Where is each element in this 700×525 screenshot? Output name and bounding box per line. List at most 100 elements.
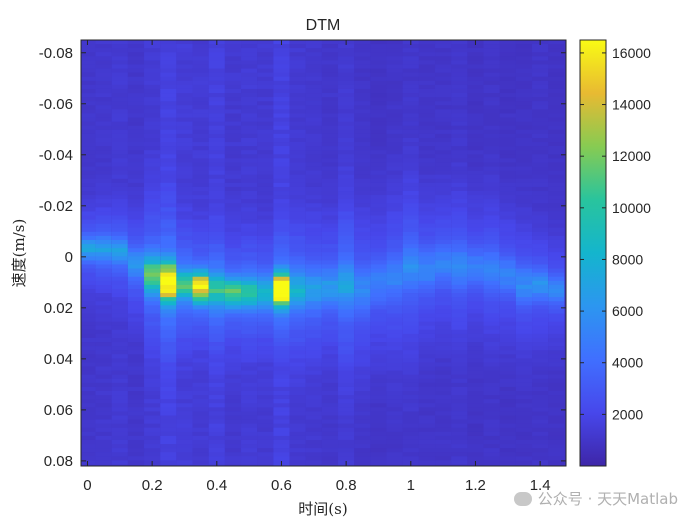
heatmap-cell	[418, 252, 436, 257]
heatmap-cell	[95, 154, 112, 159]
heatmap-cell	[338, 129, 355, 135]
heatmap-cell	[354, 325, 371, 331]
heatmap-cell	[370, 48, 387, 53]
heatmap-cell	[338, 386, 355, 392]
heatmap-cell	[81, 154, 96, 159]
heatmap-cell	[499, 301, 516, 306]
heatmap-cell	[548, 395, 565, 400]
heatmap-cell	[127, 464, 145, 467]
heatmap-cell	[435, 146, 452, 151]
heatmap-cell	[499, 272, 516, 278]
heatmap-cell	[338, 378, 355, 384]
heatmap-cell	[370, 464, 387, 467]
heatmap-cell	[435, 297, 452, 302]
heatmap-cell	[532, 456, 549, 461]
heatmap-cell	[386, 264, 403, 269]
x-tick-label: 0.6	[271, 477, 292, 494]
heatmap-cell	[273, 448, 290, 453]
heatmap-cell	[386, 162, 403, 167]
heatmap-cell	[160, 195, 177, 200]
heatmap-cell	[402, 137, 419, 143]
heatmap-cell	[321, 162, 339, 167]
heatmap-cell	[386, 407, 403, 412]
heatmap-cell	[257, 391, 274, 396]
heatmap-cell	[257, 88, 274, 94]
heatmap-cell	[515, 93, 533, 98]
heatmap-cell	[354, 399, 371, 404]
heatmap-cell	[160, 452, 177, 457]
heatmap-cell	[111, 280, 128, 286]
heatmap-cell	[467, 297, 484, 302]
heatmap-cell	[435, 133, 452, 139]
heatmap-cell	[127, 346, 145, 351]
heatmap-cell	[451, 288, 468, 294]
heatmap-cell	[418, 56, 436, 61]
heatmap-cell	[95, 423, 112, 429]
heatmap-cell	[273, 121, 290, 127]
heatmap-cell	[111, 150, 128, 155]
heatmap-cell	[81, 129, 96, 135]
heatmap-cell	[208, 137, 225, 143]
heatmap-cell	[224, 109, 242, 114]
heatmap-cell	[95, 207, 112, 212]
heatmap-cell	[548, 64, 565, 69]
heatmap-cell	[127, 133, 145, 139]
heatmap-cell	[176, 268, 193, 274]
heatmap-cell	[176, 276, 193, 282]
heatmap-cell	[257, 182, 274, 188]
heatmap-cell	[224, 284, 242, 290]
heatmap-cell	[483, 386, 500, 392]
heatmap-cell	[548, 407, 565, 412]
heatmap-cell	[273, 195, 290, 200]
heatmap-cell	[241, 44, 258, 49]
heatmap-cell	[111, 191, 128, 196]
heatmap-cell	[160, 342, 177, 347]
heatmap-cell	[289, 60, 306, 65]
heatmap-cell	[483, 321, 500, 327]
heatmap-cell	[144, 391, 161, 396]
colorbar-tick-label: 2000	[612, 406, 643, 422]
heatmap-cell	[160, 215, 177, 220]
heatmap-cell	[321, 321, 339, 327]
heatmap-cell	[354, 150, 371, 155]
heatmap-cell	[532, 109, 549, 114]
heatmap-cell	[467, 256, 484, 261]
heatmap-cell	[321, 325, 339, 331]
heatmap-cell	[208, 325, 225, 331]
heatmap-cell	[354, 252, 371, 257]
heatmap-cell	[435, 109, 452, 114]
heatmap-cell	[81, 301, 96, 306]
heatmap-cell	[273, 317, 290, 323]
heatmap-cell	[95, 382, 112, 388]
heatmap-cell	[127, 309, 145, 314]
heatmap-cell	[81, 215, 96, 220]
heatmap-cell	[95, 76, 112, 82]
heatmap-cell	[402, 378, 419, 384]
heatmap-cell	[321, 358, 339, 363]
heatmap-cell	[111, 305, 128, 310]
heatmap-cell	[515, 142, 533, 147]
heatmap-cell	[192, 268, 209, 274]
heatmap-cell	[548, 444, 565, 449]
heatmap-cell	[499, 93, 516, 98]
heatmap-cell	[176, 150, 193, 155]
heatmap-cell	[273, 395, 290, 400]
heatmap-cell	[273, 129, 290, 135]
heatmap-cell	[386, 182, 403, 188]
heatmap-cell	[144, 231, 161, 237]
heatmap-cell	[208, 346, 225, 351]
heatmap-cell	[467, 337, 484, 343]
heatmap-cell	[451, 223, 468, 229]
heatmap-cell	[289, 154, 306, 159]
heatmap-cell	[483, 337, 500, 343]
heatmap-cell	[176, 366, 193, 371]
heatmap-cell	[338, 211, 355, 216]
heatmap-cell	[192, 325, 209, 331]
heatmap-cell	[144, 117, 161, 123]
heatmap-cell	[321, 248, 339, 253]
heatmap-cell	[338, 60, 355, 65]
heatmap-cell	[305, 444, 322, 449]
heatmap-cell	[144, 378, 161, 384]
heatmap-cell	[305, 170, 322, 176]
heatmap-cell	[176, 44, 193, 49]
